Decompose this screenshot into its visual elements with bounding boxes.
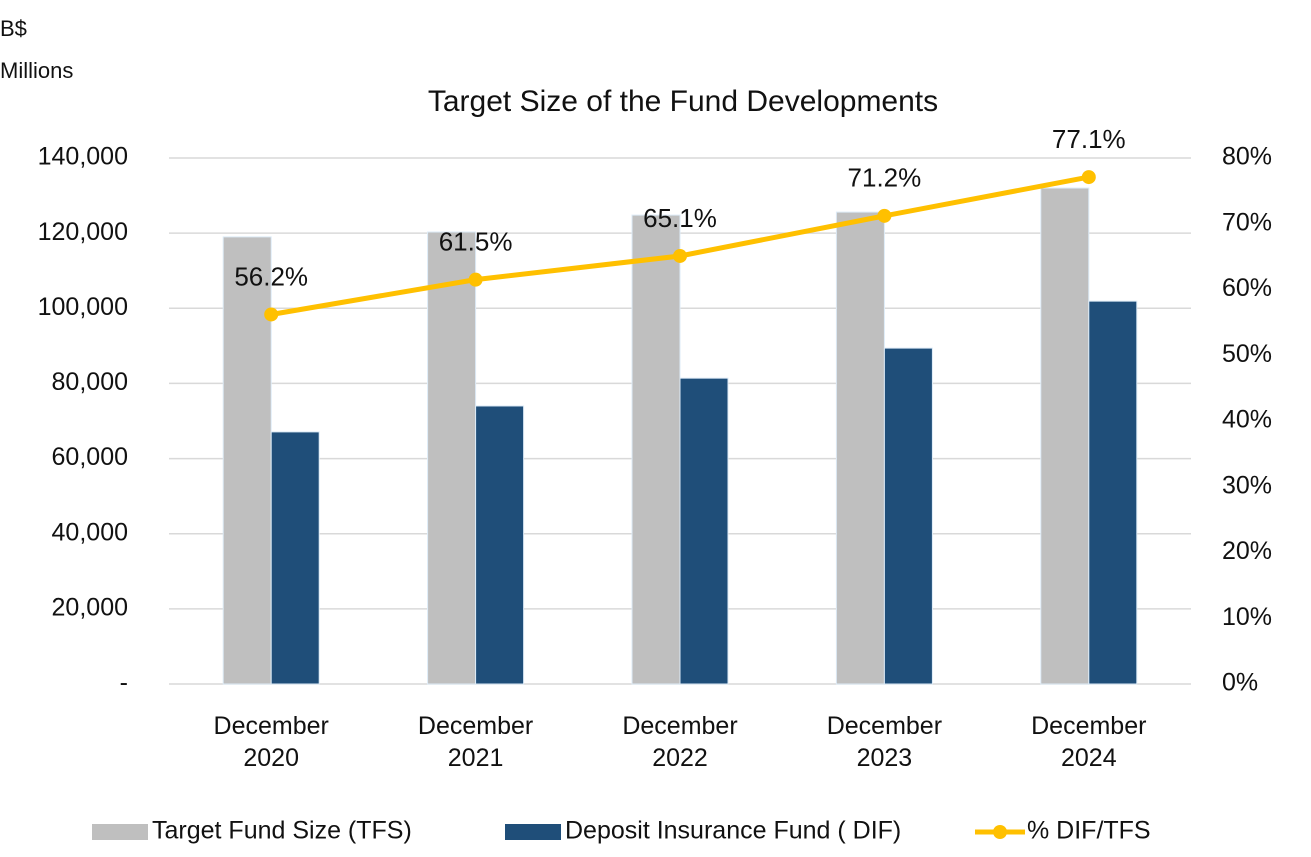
x-tick-label: December 2022 [622, 712, 738, 772]
y-tick-label: 40,000 [52, 518, 128, 546]
y2-tick-label: 50% [1222, 340, 1272, 368]
legend-swatch [92, 824, 148, 840]
bar [222, 236, 272, 685]
y-tick-label: 100,000 [38, 293, 128, 321]
y-tick-label: 80,000 [52, 368, 128, 396]
bar [270, 431, 320, 685]
legend-label: Target Fund Size (TFS) [152, 817, 412, 845]
legend-swatch [505, 824, 561, 840]
y-tick-label: 120,000 [38, 218, 128, 246]
data-label: 65.1% [643, 203, 717, 233]
line-point [877, 208, 892, 223]
line-point [1081, 170, 1096, 185]
y-unit-label: Millions [0, 58, 74, 83]
chart-title: Target Size of the Fund Developments [428, 85, 938, 118]
x-tick-label: December 2021 [417, 712, 534, 772]
legend-label: Deposit Insurance Fund ( DIF) [565, 817, 901, 845]
y-unit-label: B$ [0, 16, 27, 41]
bar [475, 405, 525, 685]
data-label: 77.1% [1052, 124, 1126, 154]
line-point [673, 248, 687, 263]
bar [631, 214, 681, 685]
bar [883, 347, 933, 685]
bar [427, 231, 477, 685]
line-point [264, 307, 279, 322]
line-point [468, 272, 483, 287]
data-label: 71.2% [848, 163, 922, 193]
bar [835, 211, 885, 685]
x-tick-label: December 2020 [213, 712, 329, 772]
bar [1088, 300, 1138, 685]
y2-tick-label: 0% [1222, 669, 1258, 697]
y2-tick-label: 30% [1222, 471, 1272, 499]
y2-tick-label: 40% [1222, 406, 1272, 434]
x-tick-label: December 2024 [1031, 712, 1147, 772]
y2-tick-label: 80% [1222, 143, 1272, 171]
data-label: 61.5% [439, 227, 513, 257]
legend-swatch [993, 825, 1007, 839]
y2-tick-label: 10% [1222, 603, 1272, 631]
x-tick-label: December 2023 [826, 712, 943, 772]
legend-label: % DIF/TFS [1027, 817, 1151, 845]
y2-tick-label: 20% [1222, 537, 1272, 565]
y2-tick-label: 70% [1222, 208, 1272, 236]
bar [1040, 187, 1090, 685]
y-tick-label: - [120, 669, 128, 697]
y-tick-label: 60,000 [52, 443, 128, 471]
y-tick-label: 140,000 [38, 143, 128, 171]
y2-tick-label: 60% [1222, 274, 1272, 302]
y-tick-label: 20,000 [52, 593, 128, 621]
data-label: 56.2% [234, 261, 308, 291]
bar [679, 377, 729, 685]
